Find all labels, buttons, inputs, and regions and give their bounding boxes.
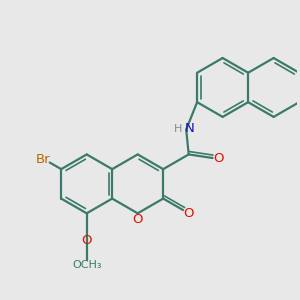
Text: N: N xyxy=(185,122,195,135)
Text: O: O xyxy=(214,152,224,166)
Text: Br: Br xyxy=(35,153,50,166)
Text: O: O xyxy=(81,235,92,248)
Text: O: O xyxy=(132,213,143,226)
Text: O: O xyxy=(183,207,194,220)
Text: OCH₃: OCH₃ xyxy=(72,260,101,270)
Text: H: H xyxy=(174,124,183,134)
